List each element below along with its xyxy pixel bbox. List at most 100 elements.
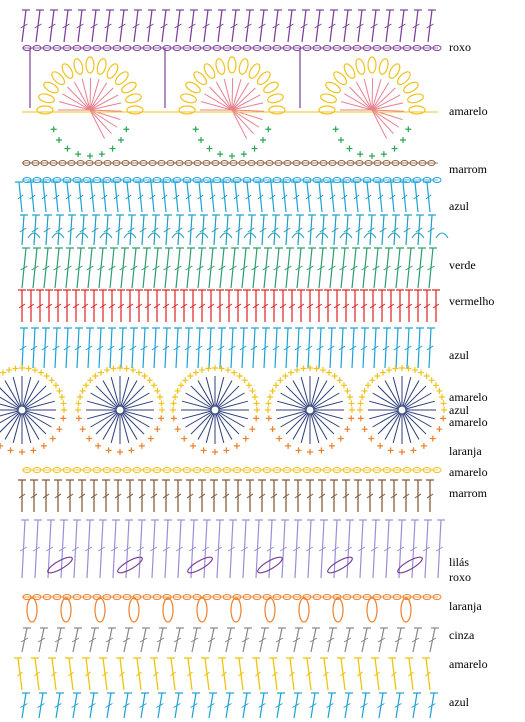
wheel-spoke [401, 400, 435, 411]
stitch-bar [88, 703, 96, 708]
stitch-bar [367, 227, 375, 233]
stitch-bar [269, 194, 276, 200]
cross [56, 426, 63, 433]
cross [0, 442, 4, 449]
stitch-bar [119, 265, 127, 271]
wheel-spoke [185, 392, 216, 411]
wheel-spoke [231, 109, 247, 139]
cross [251, 394, 258, 401]
cross [187, 373, 194, 380]
stitch-bar [259, 227, 267, 233]
chain [192, 594, 202, 600]
cross [346, 394, 353, 401]
cross [269, 426, 276, 433]
stitch-bar [396, 303, 404, 309]
wheel-spoke [371, 77, 374, 111]
cross [224, 367, 231, 374]
stitch-bar [435, 546, 444, 552]
cross [97, 369, 104, 376]
loop [267, 232, 281, 239]
stitch-bar [349, 345, 357, 351]
stitch-bar [118, 23, 126, 29]
cross [172, 394, 179, 401]
cross [300, 365, 307, 372]
stitch-bar [305, 546, 314, 552]
fan-petal [378, 58, 389, 75]
wheel-spoke [190, 409, 216, 435]
cross [105, 447, 112, 454]
cross [273, 382, 280, 389]
wheel-spoke [231, 79, 242, 111]
stitch-bar [126, 493, 134, 499]
cross [365, 382, 372, 389]
cross [217, 151, 224, 158]
chain [252, 594, 262, 600]
wheel-spoke [377, 385, 403, 411]
stitch-bar [173, 703, 181, 708]
stitch-bar [162, 493, 170, 499]
cross [58, 394, 65, 401]
stitch-bar [41, 345, 49, 351]
stitch-bar [286, 23, 294, 29]
stitch-bar [307, 227, 315, 233]
cross [92, 373, 99, 380]
wheel-spoke [369, 400, 403, 411]
stitch-bar [101, 194, 108, 200]
stitch-bar [377, 703, 385, 708]
stitch-bar [135, 303, 143, 309]
stitch-bar [230, 23, 238, 29]
stitch-bar [228, 345, 236, 351]
cross [83, 382, 90, 389]
cross [98, 151, 105, 158]
stitch-bar [389, 194, 396, 200]
chain [432, 594, 442, 600]
stitch-bar [223, 227, 231, 233]
wheel-spoke [87, 400, 121, 411]
stitch-bar [144, 303, 152, 309]
stitch-bar [383, 546, 392, 552]
stitch-bar [255, 671, 261, 677]
cross [287, 369, 294, 376]
stitch-bar [195, 345, 203, 351]
wheel-spoke [372, 392, 403, 411]
stitch-bar [283, 345, 291, 351]
wheel-spoke [214, 409, 245, 428]
chain [182, 45, 192, 51]
cross [60, 415, 67, 422]
chain [52, 594, 62, 600]
cross [440, 415, 447, 422]
stitch-bar [275, 637, 284, 643]
stitch-bar [184, 345, 192, 351]
chain [238, 160, 247, 166]
stitch-bar [309, 703, 317, 708]
chain [422, 467, 432, 473]
stitch-bar [20, 23, 28, 29]
wheel-spoke [372, 409, 403, 428]
stitch-bar [316, 345, 324, 351]
cross [349, 407, 355, 413]
stitch-bar [153, 671, 159, 677]
chain [72, 45, 82, 51]
stitch-bar [204, 671, 210, 677]
stitch-bar [415, 227, 423, 233]
chain [252, 467, 262, 473]
stitch-bar [354, 493, 362, 499]
chain [402, 467, 412, 473]
stitch-bar [170, 671, 176, 677]
cross [357, 400, 364, 407]
chain [42, 594, 52, 600]
chain [322, 594, 332, 600]
fan-petal [121, 81, 137, 94]
stitch-bar [294, 345, 302, 351]
stitch-bar [173, 194, 180, 200]
stitch-bar [250, 345, 258, 351]
stitch-bar [214, 546, 223, 552]
cross [436, 426, 443, 433]
chain [412, 45, 422, 51]
chain [272, 467, 282, 473]
stitch-bar [391, 227, 399, 233]
cross [31, 367, 38, 374]
stitch-bar [426, 345, 434, 351]
stitch-bar [319, 227, 327, 233]
chain [121, 160, 130, 166]
